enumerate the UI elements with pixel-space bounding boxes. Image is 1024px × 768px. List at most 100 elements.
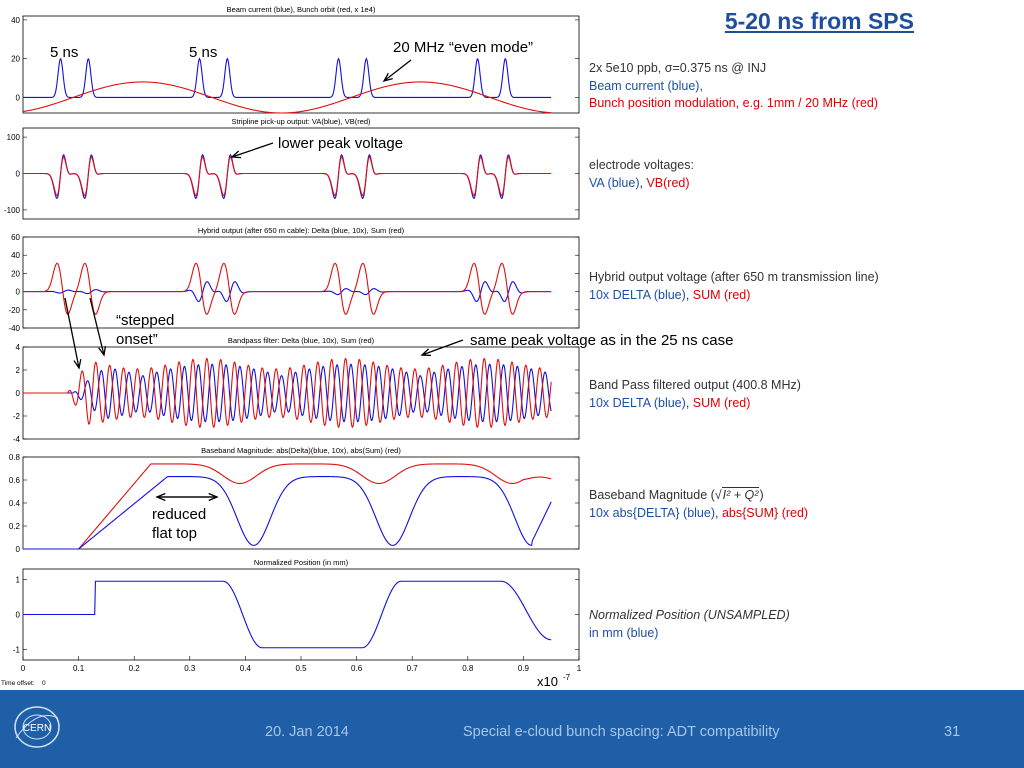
description-baseband: Baseband Magnitude (√I² + Q²) 10x abs{DE… (589, 487, 808, 522)
y-tick-label: 0.2 (9, 522, 21, 531)
arrow-same-peak-head (420, 348, 432, 357)
y-tick-label: -100 (4, 206, 21, 215)
y-tick-label: 0.4 (9, 499, 21, 508)
y-tick-label: -4 (13, 435, 21, 444)
chart-title: Stripline pick-up output: VA(blue), VB(r… (231, 117, 371, 126)
footer-bar: CERN 20. Jan 2014 Special e-cloud bunch … (0, 690, 1024, 768)
x-tick-label: 0.2 (129, 664, 141, 673)
plots-figure: Beam current (blue), Bunch orbit (red, x… (1, 5, 582, 689)
annotation-even-mode: 20 MHz “even mode” (393, 39, 534, 56)
series-line-blue (23, 363, 552, 423)
annotation-5ns-right: 5 ns (189, 44, 218, 61)
description-hybrid-output: Hybrid output voltage (after 650 m trans… (589, 269, 879, 304)
x-tick-label: 0.3 (184, 664, 196, 673)
series-line-blue (23, 476, 552, 550)
description-position: Normalized Position (UNSAMPLED) in mm (b… (589, 607, 790, 642)
y-tick-label: -40 (8, 324, 20, 333)
arrow-stepped-onset-1-head (73, 359, 82, 370)
annotation-5ns-left: 5 ns (50, 44, 79, 61)
annotation-line: “stepped (116, 312, 175, 329)
arrow-even-mode (383, 59, 412, 82)
desc-line: Band Pass filtered output (400.8 MHz) (589, 378, 801, 392)
x-tick-label: 0.9 (518, 664, 530, 673)
y-tick-label: -20 (8, 306, 20, 315)
time-offset-value: 0 (42, 680, 46, 687)
y-tick-label: 0 (16, 288, 21, 297)
chart-panel-2: Stripline pick-up output: VA(blue), VB(r… (4, 117, 580, 220)
arrow-stepped-onset-1 (64, 297, 80, 369)
series-line-red (22, 81, 552, 114)
arrow-same-peak (421, 339, 464, 356)
chart-panel-5: Baseband Magnitude: abs(Delta)(blue, 10x… (9, 446, 580, 554)
chart-panel-6: Normalized Position (in mm)10-10 0.1 0.2 0.… (1, 558, 582, 689)
annotation-reduced-flat-top: reduced flat top (152, 505, 206, 543)
y-tick-label: -1 (13, 646, 21, 655)
annotation-lower-peak: lower peak voltage (278, 135, 404, 152)
description-bandpass: Band Pass filtered output (400.8 MHz) 10… (589, 377, 801, 412)
desc-sep: , (685, 395, 693, 410)
desc-line: electrode voltages: (589, 158, 694, 172)
series-line-blue (23, 580, 552, 649)
desc-suffix: ) (759, 488, 764, 502)
chart-title: Bandpass filter: Delta (blue, 10x), Sum … (228, 336, 375, 345)
chart-title: Baseband Magnitude: abs(Delta)(blue, 10x… (201, 446, 401, 455)
x-tick-label: 0 (21, 664, 26, 673)
description-electrode-voltages: electrode voltages: VA (blue), VB(red) (589, 157, 694, 192)
y-tick-label: 1 (16, 576, 21, 585)
x-tick-label: 0.6 (351, 664, 363, 673)
desc-line: Normalized Position (UNSAMPLED) (589, 608, 790, 622)
chart-title: Hybrid output (after 650 m cable): Delta… (198, 226, 405, 235)
desc-blue: 10x abs{DELTA} (blue) (589, 505, 715, 520)
desc-line-red: Bunch position modulation, e.g. 1mm / 20… (589, 96, 879, 110)
series-line-blue (23, 57, 552, 99)
annotation-stepped-onset: “stepped onset” (116, 311, 174, 349)
x-tick-label: 0.4 (240, 664, 252, 673)
arrow-even-mode-head (382, 72, 393, 83)
plot-frame (22, 568, 580, 661)
x-tick-label: 0.5 (295, 664, 307, 673)
series-line-red (23, 262, 552, 315)
series-line-red (23, 357, 552, 429)
x-tick-label: 0.8 (462, 664, 474, 673)
y-tick-label: 40 (11, 251, 20, 260)
logo-text: CERN (23, 723, 51, 734)
plot-frame (22, 456, 580, 550)
arrow-lower-peak-head (230, 150, 242, 159)
page-number: 31 (944, 724, 961, 740)
annotation-line: reduced (152, 506, 207, 523)
footer-title: Special e-cloud bunch spacing: ADT compa… (463, 724, 780, 740)
desc-line-blue: Beam current (blue), (589, 78, 703, 93)
x-tick-label: 0.7 (407, 664, 419, 673)
y-tick-label: 0 (16, 611, 21, 620)
y-tick-label: 0.8 (9, 453, 21, 462)
x-tick-label: 0.1 (73, 664, 85, 673)
y-tick-label: 0 (16, 93, 21, 102)
y-tick-label: 0 (16, 170, 21, 179)
desc-red: SUM (red) (692, 287, 751, 302)
desc-red: VB(red) (646, 175, 690, 190)
x-exponent-power: -7 (563, 673, 571, 682)
chart-panel-4: Bandpass filter: Delta (blue, 10x), Sum … (13, 336, 580, 444)
x-exponent-label: x10 (537, 674, 558, 689)
desc-red: SUM (red) (692, 395, 751, 410)
y-tick-label: 0 (16, 389, 21, 398)
desc-sep: , (715, 505, 722, 520)
y-tick-label: -2 (13, 412, 21, 421)
cern-logo-icon: CERN (14, 706, 60, 748)
plot-frame (22, 15, 580, 114)
arrow-flat-top-left-head (155, 492, 166, 502)
y-tick-label: 0 (16, 545, 21, 554)
annotation-line: flat top (152, 525, 198, 542)
chart-title: Normalized Position (in mm) (254, 558, 349, 567)
y-tick-label: 0.6 (9, 476, 21, 485)
series-line-red (23, 463, 552, 550)
slide-title[interactable]: 5-20 ns from SPS (724, 8, 914, 34)
annotation-same-peak: same peak voltage as in the 25 ns case (470, 332, 734, 349)
desc-blue: 10x DELTA (blue) (589, 395, 686, 410)
y-tick-label: 40 (11, 16, 20, 25)
desc-red: abs{SUM} (red) (721, 505, 809, 520)
desc-sep: , (639, 175, 647, 190)
annotation-line: onset” (116, 331, 158, 348)
desc-sep: , (685, 287, 693, 302)
series-line-red (23, 156, 552, 197)
